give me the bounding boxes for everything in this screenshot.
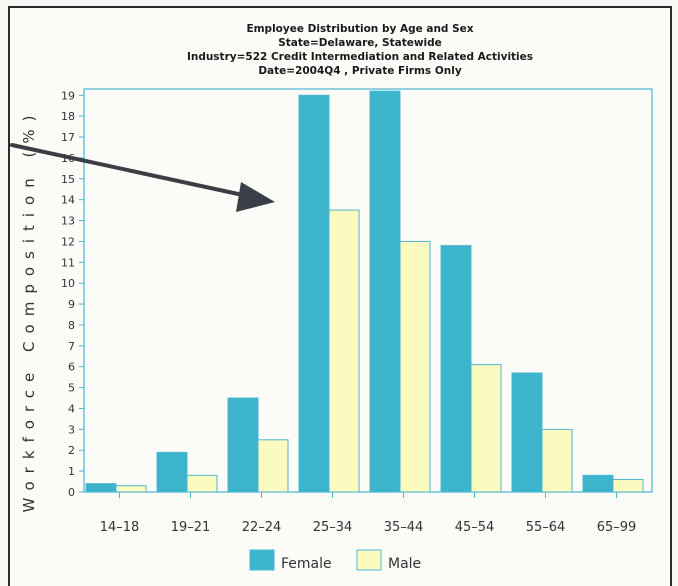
y-tick-label: 1 xyxy=(68,465,75,478)
bar-female xyxy=(85,483,117,493)
y-tick-label: 19 xyxy=(61,89,75,102)
y-tick-label: 3 xyxy=(68,423,75,436)
bar-female xyxy=(511,372,543,493)
y-tick-label: 4 xyxy=(68,402,75,415)
chart-title: Employee Distribution by Age and Sex xyxy=(246,23,474,35)
x-tick-label: 65–99 xyxy=(597,520,637,535)
annotation-arrow xyxy=(10,143,275,212)
y-tick-label: 9 xyxy=(68,298,75,311)
y-tick-label: 10 xyxy=(61,277,75,290)
x-tick-label: 45–54 xyxy=(455,520,495,535)
legend-label-male: Male xyxy=(388,556,421,572)
bar-male xyxy=(257,439,289,493)
y-tick-label: 13 xyxy=(61,215,75,228)
bar-male xyxy=(328,209,360,493)
bar-female xyxy=(156,451,188,493)
y-tick-label: 6 xyxy=(68,361,75,374)
y-tick-label: 2 xyxy=(68,444,75,457)
bar-male xyxy=(186,474,218,493)
y-tick-label: 18 xyxy=(61,110,75,123)
arrow-head xyxy=(236,182,275,212)
y-tick-label: 17 xyxy=(61,131,75,144)
x-tick-label: 14–18 xyxy=(100,520,140,535)
legend-swatch-female xyxy=(249,549,275,571)
bar-female xyxy=(227,397,259,493)
y-tick-label: 15 xyxy=(61,173,75,186)
y-tick-label: 12 xyxy=(61,235,75,248)
plot-area: 01234567891011121314151617181914–1819–21… xyxy=(61,88,653,535)
plot-border xyxy=(83,88,653,493)
x-tick-label: 55–64 xyxy=(526,520,566,535)
bar-male xyxy=(541,428,573,493)
bar-male xyxy=(115,485,147,493)
y-tick-label: 5 xyxy=(68,382,75,395)
arrow-shaft xyxy=(10,143,254,199)
bar-male xyxy=(470,364,502,493)
bar-female xyxy=(440,245,472,493)
legend-label-female: Female xyxy=(281,556,332,572)
y-tick-label: 0 xyxy=(68,486,75,499)
legend: Female Male xyxy=(249,549,421,572)
bar-male xyxy=(399,240,431,493)
bar-female xyxy=(369,90,401,493)
y-tick-label: 7 xyxy=(68,340,75,353)
legend-swatch-male xyxy=(356,549,382,571)
chart-subtitle-date: Date=2004Q4 , Private Firms Only xyxy=(258,65,462,77)
y-tick-label: 14 xyxy=(61,194,75,207)
y-tick-label: 11 xyxy=(61,256,75,269)
x-tick-label: 25–34 xyxy=(313,520,353,535)
x-tick-label: 35–44 xyxy=(384,520,424,535)
bar-female xyxy=(582,474,614,493)
bar-male xyxy=(612,478,644,493)
chart-subtitle-state: State=Delaware, Statewide xyxy=(278,37,442,49)
y-tick-label: 8 xyxy=(68,319,75,332)
x-tick-label: 22–24 xyxy=(242,520,282,535)
chart-titles: Employee Distribution by Age and Sex Sta… xyxy=(60,22,660,78)
bar-female xyxy=(298,94,330,493)
chart-subtitle-industry: Industry=522 Credit Intermediation and R… xyxy=(186,51,534,63)
x-tick-label: 19–21 xyxy=(171,520,211,535)
